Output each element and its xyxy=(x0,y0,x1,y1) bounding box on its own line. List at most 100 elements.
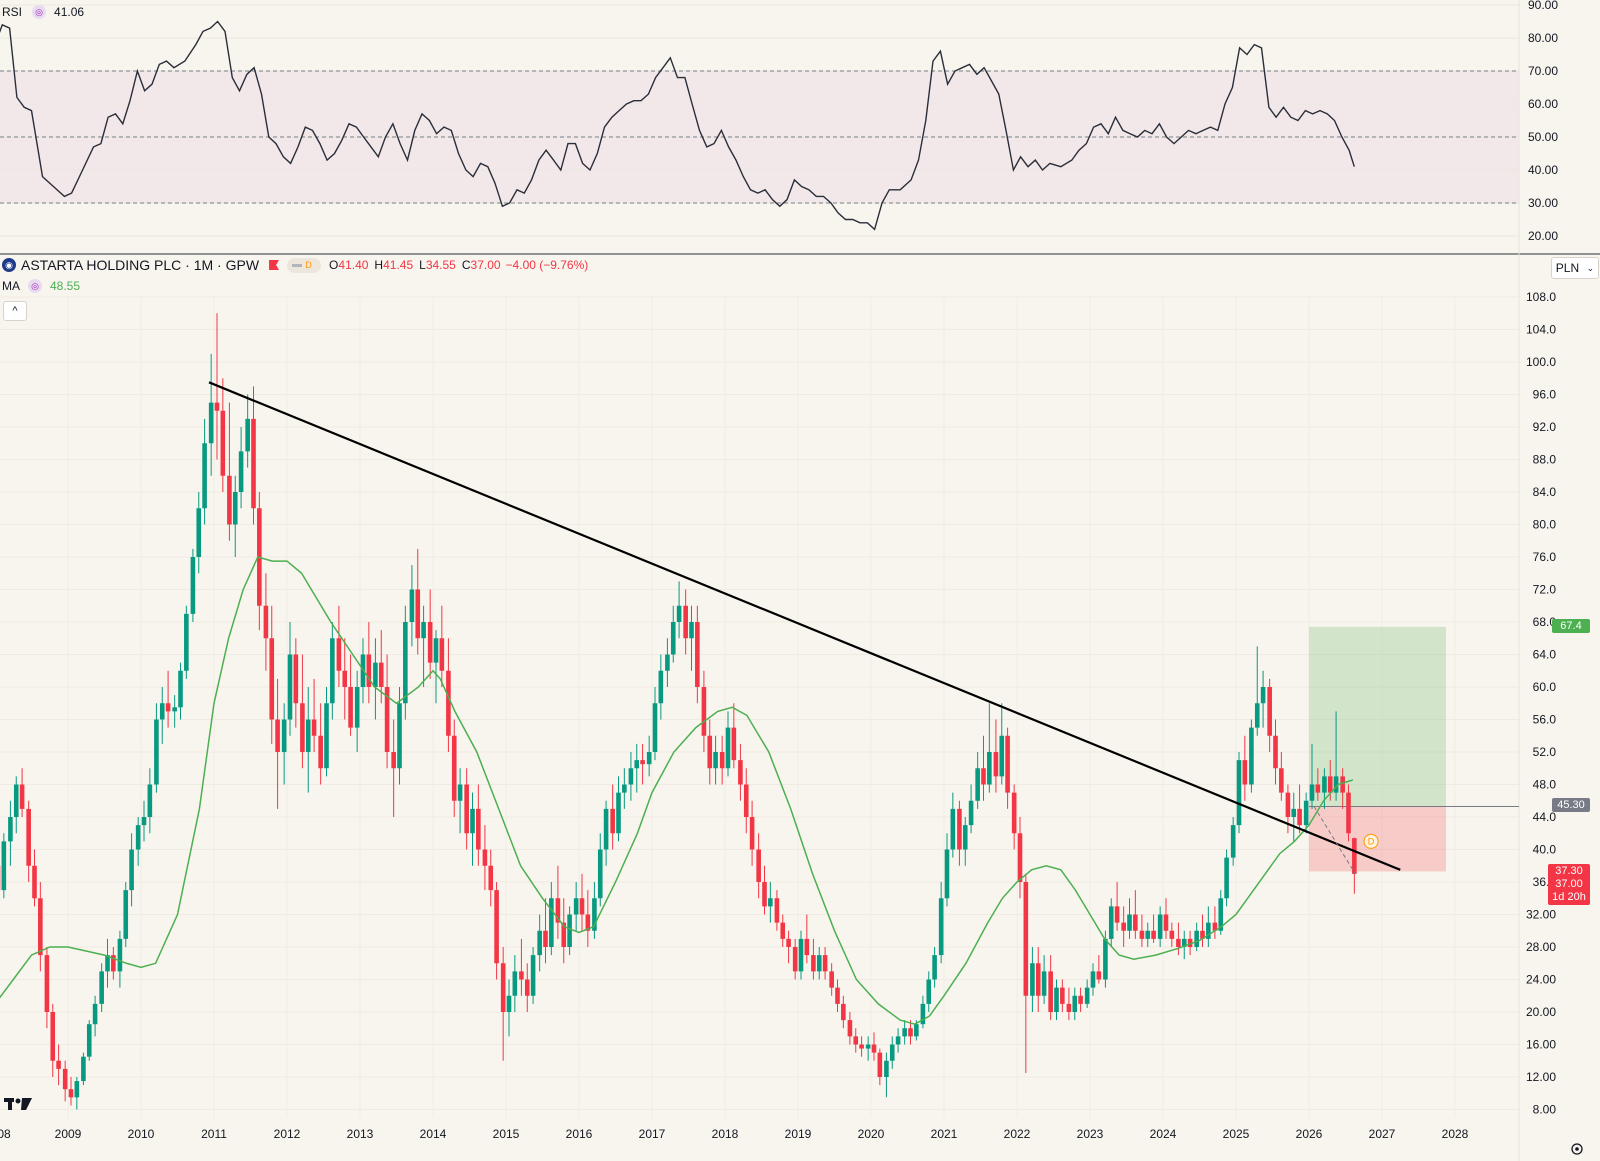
candle-body[interactable] xyxy=(1212,922,1218,931)
candle-body[interactable] xyxy=(50,1012,56,1061)
candle-body[interactable] xyxy=(99,971,104,1004)
candle-body[interactable] xyxy=(403,622,408,704)
candle-body[interactable] xyxy=(950,808,956,850)
candle-body[interactable] xyxy=(932,955,937,980)
candle-body[interactable] xyxy=(1023,882,1029,996)
candle-body[interactable] xyxy=(1279,768,1284,793)
candle-body[interactable] xyxy=(889,1044,895,1061)
candle-body[interactable] xyxy=(914,1024,919,1037)
candle-body[interactable] xyxy=(1157,914,1163,939)
candle-body[interactable] xyxy=(26,808,31,866)
candle-body[interactable] xyxy=(573,898,579,915)
candle-body[interactable] xyxy=(427,622,433,663)
candle-body[interactable] xyxy=(847,1020,853,1037)
candle-body[interactable] xyxy=(287,654,293,720)
candle-body[interactable] xyxy=(768,898,773,907)
candle-body[interactable] xyxy=(1072,995,1078,1012)
candle-body[interactable] xyxy=(451,735,457,801)
candle-body[interactable] xyxy=(476,808,481,850)
candle-body[interactable] xyxy=(384,687,390,752)
candle-body[interactable] xyxy=(1254,703,1260,728)
candle-body[interactable] xyxy=(56,1060,61,1069)
candle-body[interactable] xyxy=(488,865,494,891)
settings-gear-icon[interactable] xyxy=(1571,1143,1583,1155)
candle-body[interactable] xyxy=(123,890,129,939)
candle-body[interactable] xyxy=(324,703,329,769)
candle-body[interactable] xyxy=(439,638,445,671)
candle-body[interactable] xyxy=(695,622,700,687)
candle-body[interactable] xyxy=(1030,963,1035,996)
candle-body[interactable] xyxy=(646,752,652,765)
symbol-title[interactable]: ASTARTA HOLDING PLC · 1M · GPW xyxy=(21,257,260,273)
candle-body[interactable] xyxy=(1108,906,1114,939)
candle-body[interactable] xyxy=(1084,987,1090,1004)
candle-body[interactable] xyxy=(311,719,317,736)
candle-body[interactable] xyxy=(610,808,615,834)
tradingview-logo-icon[interactable] xyxy=(4,1098,32,1110)
candle-body[interactable] xyxy=(1163,914,1169,931)
candle-body[interactable] xyxy=(1133,914,1138,931)
candle-body[interactable] xyxy=(348,687,353,728)
candle-body[interactable] xyxy=(500,963,506,1012)
candle-body[interactable] xyxy=(1169,930,1175,939)
candle-body[interactable] xyxy=(1054,987,1059,1012)
candle-body[interactable] xyxy=(1005,735,1010,793)
candle-body[interactable] xyxy=(1114,906,1120,923)
candle-body[interactable] xyxy=(719,752,725,769)
candle-body[interactable] xyxy=(1297,808,1302,826)
candle-body[interactable] xyxy=(774,898,780,923)
candle-body[interactable] xyxy=(86,1024,92,1057)
candle-body[interactable] xyxy=(1327,776,1333,793)
candle-body[interactable] xyxy=(105,955,110,972)
candle-body[interactable] xyxy=(1242,760,1248,785)
candle-body[interactable] xyxy=(884,1060,889,1077)
dividend-marker[interactable] xyxy=(1363,833,1379,849)
candle-body[interactable] xyxy=(640,760,645,765)
candle-body[interactable] xyxy=(305,719,311,753)
candle-body[interactable] xyxy=(1273,735,1278,769)
candle-body[interactable] xyxy=(19,784,25,809)
candle-body[interactable] xyxy=(245,418,250,452)
candle-body[interactable] xyxy=(135,825,141,850)
candle-body[interactable] xyxy=(354,687,360,728)
candle-body[interactable] xyxy=(318,735,323,769)
candle-body[interactable] xyxy=(81,1056,86,1082)
candle-body[interactable] xyxy=(1309,784,1315,801)
candle-body[interactable] xyxy=(1230,825,1236,858)
candle-body[interactable] xyxy=(1151,930,1156,939)
candle-body[interactable] xyxy=(1176,938,1181,947)
candle-body[interactable] xyxy=(74,1081,80,1098)
candle-body[interactable] xyxy=(585,914,591,931)
symbol-logo-icon[interactable]: ◉ xyxy=(2,258,16,272)
candle-body[interactable] xyxy=(184,613,189,671)
candle-body[interactable] xyxy=(530,955,536,996)
candle-body[interactable] xyxy=(482,849,488,866)
symbol-legend[interactable]: ◉ ASTARTA HOLDING PLC · 1M · GPW D O 41.… xyxy=(2,257,592,273)
rsi-source-icon[interactable]: ◎ xyxy=(32,5,47,19)
candle-body[interactable] xyxy=(762,882,767,907)
candle-body[interactable] xyxy=(999,735,1005,777)
candle-body[interactable] xyxy=(743,784,749,818)
candle-body[interactable] xyxy=(658,670,664,704)
candle-body[interactable] xyxy=(38,898,43,956)
candle-body[interactable] xyxy=(336,638,342,671)
candle-body[interactable] xyxy=(159,703,165,720)
candle-body[interactable] xyxy=(1346,792,1351,834)
candle-body[interactable] xyxy=(415,589,421,639)
candle-body[interactable] xyxy=(1066,1003,1072,1012)
candle-body[interactable] xyxy=(683,605,688,639)
candle-body[interactable] xyxy=(652,703,658,752)
candle-body[interactable] xyxy=(1333,776,1339,793)
candle-body[interactable] xyxy=(214,402,220,411)
candle-body[interactable] xyxy=(634,760,640,769)
candle-body[interactable] xyxy=(1224,857,1229,899)
candle-body[interactable] xyxy=(391,752,396,769)
candle-body[interactable] xyxy=(13,784,19,818)
candle-body[interactable] xyxy=(293,654,299,704)
candle-body[interactable] xyxy=(464,784,469,834)
candle-body[interactable] xyxy=(1096,971,1102,980)
candle-body[interactable] xyxy=(957,808,962,850)
candle-body[interactable] xyxy=(987,752,992,785)
candle-body[interactable] xyxy=(373,662,378,687)
candle-body[interactable] xyxy=(859,1044,864,1049)
